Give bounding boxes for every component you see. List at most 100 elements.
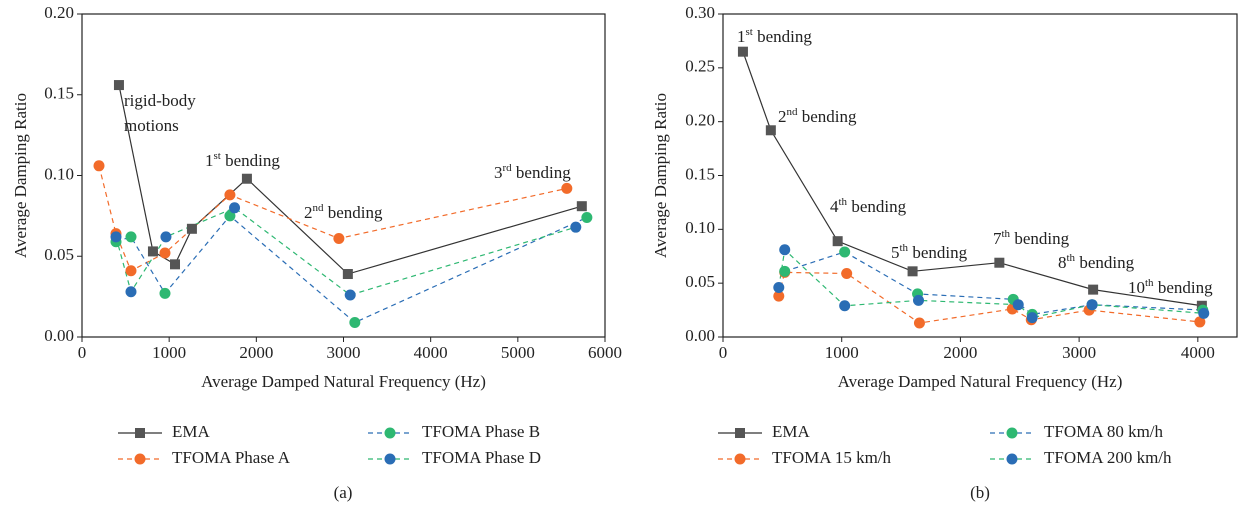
data-point [561,182,573,194]
data-point [773,290,785,302]
y-axis-label: Average Damping Ratio [651,93,670,258]
data-point [907,266,918,277]
data-point [147,246,158,257]
data-point [779,244,791,256]
annotation-part: 7 [993,229,1002,248]
data-point [125,231,137,243]
y-tick-label: 0.05 [685,272,715,291]
annotation-part: th [900,242,909,254]
annotation: 1st bending [205,150,280,170]
x-tick-label: 0 [78,343,87,362]
y-tick-label: 0.15 [685,164,715,183]
annotation-part: bending [847,197,907,216]
data-point [832,236,843,247]
annotation: rigid-body [124,91,196,110]
data-point [576,201,587,212]
annotation: 5th bending [891,242,968,262]
annotation-part: bending [512,163,572,182]
data-point [159,247,171,259]
data-point [113,80,124,91]
data-point [773,281,785,293]
data-point [349,316,361,328]
data-point [1026,312,1038,324]
data-point [1198,307,1210,319]
y-tick-label: 0.10 [44,164,74,183]
annotation: 1st bending [737,26,812,46]
panel-label: (b) [970,483,990,502]
annotation-part: 4 [830,197,839,216]
legend-marker [1006,453,1018,465]
data-point [224,210,236,222]
annotation-part: bending [908,243,968,262]
annotation-part: bending [753,27,813,46]
legend-label: TFOMA Phase D [422,448,541,467]
x-axis-label: Average Damped Natural Frequency (Hz) [838,372,1123,391]
annotation-part: bending [221,151,281,170]
x-tick-label: 1000 [152,343,186,362]
annotation-part: st [746,26,753,38]
legend-marker [384,453,396,465]
annotation-part: 2 [304,203,313,222]
annotation-part: nd [787,106,799,118]
data-point [125,265,137,277]
series-line [115,207,576,296]
data-point [839,246,851,258]
annotation-part: 3 [494,163,503,182]
y-axis-label: Average Damping Ratio [11,93,30,258]
data-point [333,232,345,244]
annotation-part: th [839,196,848,208]
data-point [839,300,851,312]
legend-marker [135,428,145,438]
legend-label: TFOMA Phase B [422,422,540,441]
legend-label: EMA [172,422,211,441]
x-tick-label: 6000 [588,343,622,362]
annotation-part: rd [503,162,513,174]
data-point [581,211,593,223]
data-point [93,160,105,172]
legend-marker [734,453,746,465]
x-tick-label: 0 [719,343,728,362]
data-point [224,189,236,201]
annotation-part: 10 [1128,278,1145,297]
annotation: 10th bending [1128,277,1213,297]
legend-label: TFOMA 200 km/h [1044,448,1172,467]
legend-label: EMA [772,422,811,441]
annotation-part: 1 [737,27,746,46]
annotation: 2nd bending [304,202,383,222]
data-point [125,286,137,298]
legend-label: TFOMA Phase A [172,448,291,467]
legend-marker [134,453,146,465]
legend-label: TFOMA 15 km/h [772,448,892,467]
x-tick-label: 2000 [943,343,977,362]
x-tick-label: 3000 [1062,343,1096,362]
y-tick-label: 0.25 [685,57,715,76]
x-tick-label: 4000 [414,343,448,362]
annotation-part: 1 [205,151,214,170]
data-point [913,317,925,329]
data-point [765,125,776,136]
annotation: 2nd bending [778,106,857,126]
data-point [570,221,582,233]
y-tick-label: 0.00 [44,326,74,345]
annotation-part: 5 [891,243,900,262]
data-point [1194,316,1206,328]
data-point [1088,284,1099,295]
y-tick-label: 0.00 [685,326,715,345]
series-line [778,248,1204,319]
annotation-part: nd [313,202,325,214]
y-tick-label: 0.05 [44,245,74,264]
legend-marker [384,427,396,439]
annotation: motions [124,116,179,135]
legend-marker [1006,427,1018,439]
annotation: 8th bending [1058,252,1135,272]
data-point [159,287,171,299]
data-point [1012,299,1024,311]
data-point [229,202,241,214]
data-point [186,223,197,234]
data-point [342,269,353,280]
annotation-part: bending [798,107,858,126]
annotation-part: 8 [1058,253,1067,272]
annotation-part: th [1002,228,1011,240]
x-axis-label: Average Damped Natural Frequency (Hz) [201,372,486,391]
data-point [737,46,748,57]
